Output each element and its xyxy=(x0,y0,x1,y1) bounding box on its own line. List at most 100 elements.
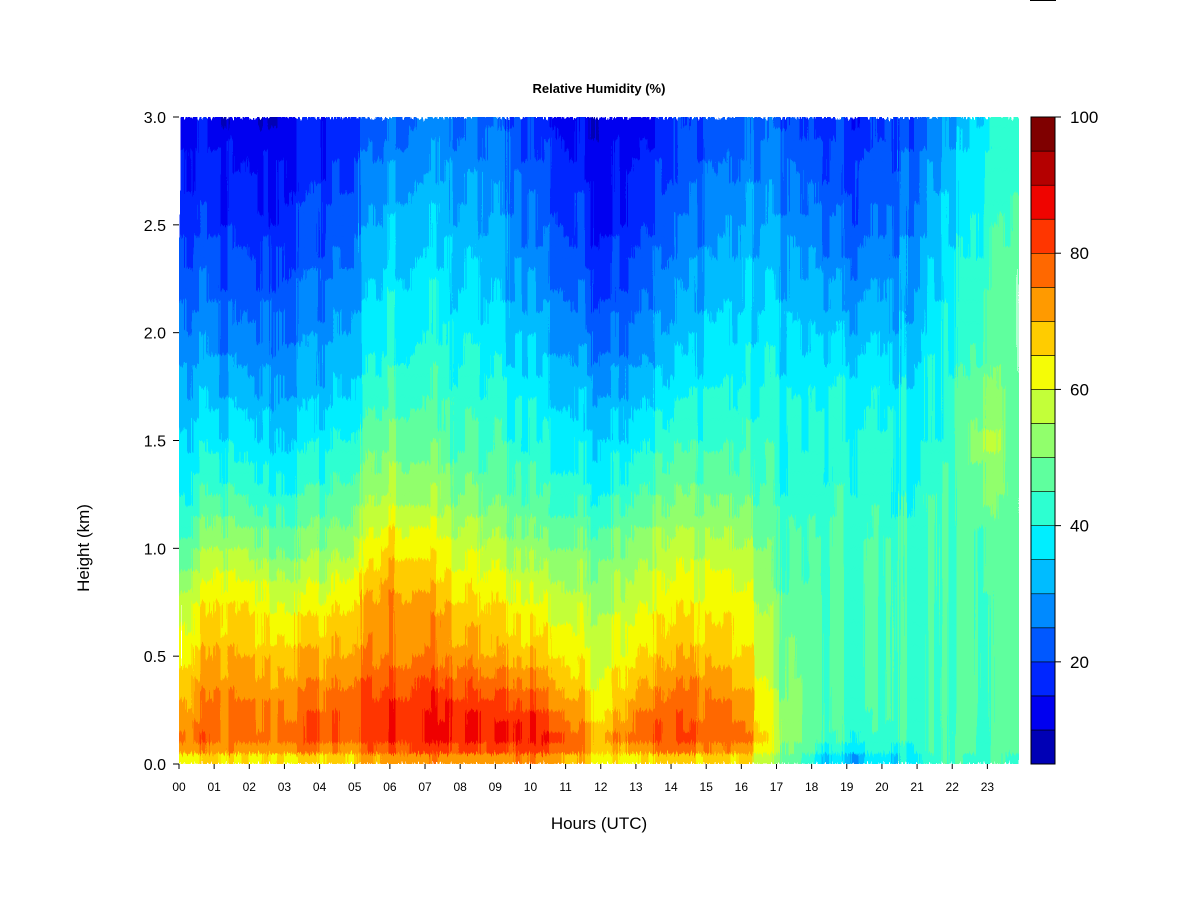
heatmap-cell xyxy=(185,159,194,172)
heatmap-cell xyxy=(374,278,383,291)
heatmap-cell xyxy=(395,213,404,226)
heatmap-cell xyxy=(472,418,481,431)
heatmap-cell xyxy=(640,148,649,161)
heatmap-cell xyxy=(248,450,257,463)
heatmap-cell xyxy=(640,504,649,517)
heatmap-cell xyxy=(185,634,194,646)
heatmap-cell xyxy=(682,299,691,312)
heatmap-cell xyxy=(682,353,691,366)
heatmap-cell xyxy=(318,245,327,258)
heatmap-cell xyxy=(451,342,460,355)
heatmap-cell xyxy=(717,461,726,474)
heatmap-cell xyxy=(521,321,530,334)
heatmap-cell xyxy=(346,170,355,183)
heatmap-cell xyxy=(591,396,600,409)
heatmap-cell xyxy=(626,159,635,172)
heatmap-cell xyxy=(556,321,565,334)
heatmap-cell xyxy=(521,235,530,247)
heatmap-cell xyxy=(675,375,684,388)
heatmap-cell xyxy=(409,741,418,754)
heatmap-cell xyxy=(458,245,467,258)
heatmap-cell xyxy=(395,504,404,517)
heatmap-cell xyxy=(696,127,705,140)
heatmap-cell xyxy=(283,170,292,183)
heatmap-cell xyxy=(647,547,656,560)
heatmap-cell xyxy=(255,235,264,247)
heatmap-cell xyxy=(563,127,572,140)
heatmap-cell xyxy=(423,213,432,226)
heatmap-cell xyxy=(752,213,761,226)
heatmap-cell xyxy=(409,138,418,150)
heatmap-cell xyxy=(290,623,299,636)
heatmap-cell xyxy=(472,170,481,183)
heatmap-cell xyxy=(458,321,467,334)
heatmap-cell xyxy=(724,547,733,560)
heatmap-cell xyxy=(612,202,621,215)
heatmap-cell xyxy=(367,537,376,549)
heatmap-cell xyxy=(591,375,600,388)
heatmap-cell xyxy=(752,623,761,636)
heatmap-cell xyxy=(486,655,495,668)
heatmap-cell xyxy=(731,644,740,657)
heatmap-cell xyxy=(199,688,208,700)
heatmap-cell xyxy=(717,202,726,215)
heatmap-cell xyxy=(332,407,341,420)
heatmap-cell xyxy=(731,472,740,485)
heatmap-cell xyxy=(528,493,537,506)
heatmap-cell xyxy=(598,709,607,722)
heatmap-cell xyxy=(472,688,481,700)
heatmap-cell xyxy=(367,213,376,226)
heatmap-cell xyxy=(619,731,628,743)
heatmap-cell xyxy=(738,138,747,150)
heatmap-cell xyxy=(374,698,383,711)
heatmap-cell xyxy=(276,364,285,377)
heatmap-cell xyxy=(507,321,516,334)
heatmap-cell xyxy=(290,537,299,549)
heatmap-cell xyxy=(346,677,355,689)
heatmap-cell xyxy=(367,515,376,528)
heatmap-cell xyxy=(283,256,292,269)
heatmap-cell xyxy=(717,450,726,463)
heatmap-cell xyxy=(605,569,614,582)
heatmap-cell xyxy=(346,634,355,646)
heatmap-cell xyxy=(633,364,642,377)
heatmap-cell xyxy=(192,353,201,366)
heatmap-cell xyxy=(535,235,544,247)
heatmap-cell xyxy=(584,547,593,560)
heatmap-cell xyxy=(220,655,229,668)
heatmap-cell xyxy=(654,709,663,722)
heatmap-cell xyxy=(465,192,474,204)
heatmap-cell xyxy=(598,688,607,700)
heatmap-cell xyxy=(206,342,215,355)
heatmap-cell xyxy=(514,472,523,485)
heatmap-cell xyxy=(570,310,579,323)
heatmap-cell xyxy=(577,601,586,614)
heatmap-cell xyxy=(535,483,544,495)
heatmap-cell xyxy=(745,558,754,571)
heatmap-cell xyxy=(745,235,754,247)
heatmap-cell xyxy=(584,299,593,312)
heatmap-cell xyxy=(598,181,607,193)
heatmap-cell xyxy=(192,245,201,258)
heatmap-cell xyxy=(668,440,677,452)
heatmap-cell xyxy=(409,278,418,291)
heatmap-cell xyxy=(535,709,544,722)
heatmap-cell xyxy=(416,558,425,571)
heatmap-cell xyxy=(528,289,537,301)
heatmap-cell xyxy=(528,159,537,172)
heatmap-cell xyxy=(458,235,467,247)
heatmap-cell xyxy=(318,709,327,722)
heatmap-cell xyxy=(409,515,418,528)
heatmap-cell xyxy=(437,547,446,560)
heatmap-cell xyxy=(269,138,278,150)
heatmap-cell xyxy=(269,267,278,280)
heatmap-cell xyxy=(479,731,488,743)
heatmap-cell xyxy=(710,310,719,323)
heatmap-cell xyxy=(353,310,362,323)
heatmap-cell xyxy=(535,461,544,474)
heatmap-cell xyxy=(549,526,558,539)
heatmap-cell xyxy=(626,148,635,161)
heatmap-cell xyxy=(626,375,635,388)
heatmap-cell xyxy=(598,396,607,409)
heatmap-cell xyxy=(612,526,621,539)
